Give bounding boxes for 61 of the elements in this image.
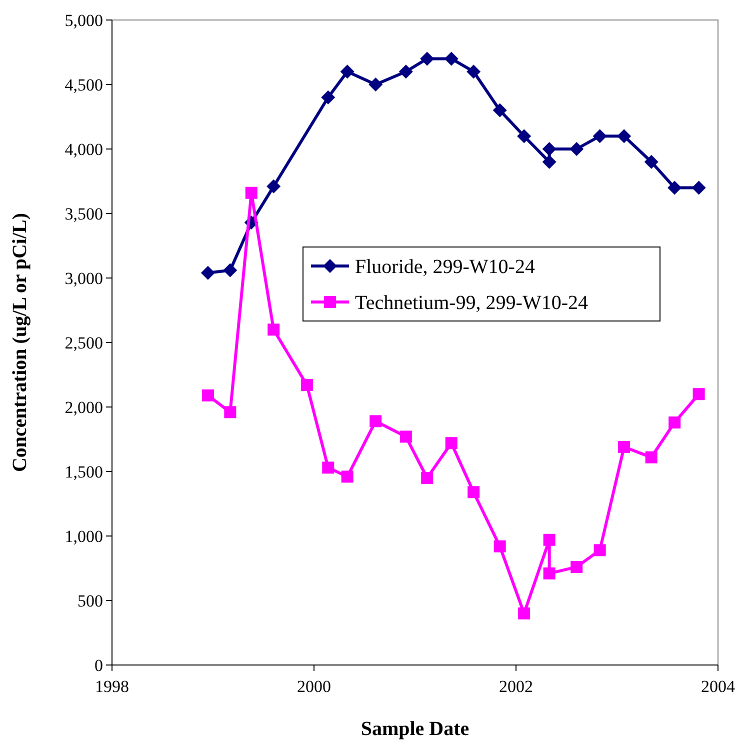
point bbox=[421, 472, 434, 484]
legend-label: Technetium-99, 299-W10-24 bbox=[355, 292, 588, 314]
point bbox=[543, 534, 556, 546]
point bbox=[692, 180, 706, 195]
point bbox=[645, 451, 658, 464]
y-tick-label: 2,500 bbox=[64, 333, 103, 352]
y-tick-label: 3,500 bbox=[64, 204, 103, 224]
point bbox=[300, 379, 313, 392]
point bbox=[692, 388, 705, 400]
y-tick-label: 4,000 bbox=[64, 140, 103, 159]
x-axis-title: Sample Date bbox=[360, 718, 470, 740]
point bbox=[492, 103, 507, 118]
point bbox=[245, 186, 258, 199]
point bbox=[340, 64, 354, 79]
point bbox=[398, 64, 413, 79]
point bbox=[322, 462, 334, 474]
y-tick-label: 1,500 bbox=[64, 462, 103, 482]
point bbox=[341, 470, 354, 483]
point bbox=[368, 78, 383, 92]
point bbox=[542, 154, 556, 169]
point bbox=[543, 567, 556, 580]
y-tick-label: 3,000 bbox=[64, 268, 103, 288]
x-tick-label: 1998 bbox=[95, 677, 129, 696]
point bbox=[420, 52, 434, 66]
y-tick-label: 0 bbox=[94, 656, 103, 675]
point bbox=[268, 324, 280, 336]
y-tick-label: 5,000 bbox=[64, 10, 103, 30]
point bbox=[570, 560, 583, 573]
point bbox=[570, 142, 584, 156]
x-tick-label: 2000 bbox=[297, 677, 331, 696]
point bbox=[224, 406, 236, 418]
y-tick-label: 1,000 bbox=[64, 526, 103, 546]
point bbox=[618, 440, 630, 453]
point bbox=[494, 540, 506, 552]
point bbox=[592, 129, 607, 144]
y-tick-label: 2,000 bbox=[64, 398, 103, 417]
x-tick-label: 2002 bbox=[499, 677, 533, 696]
point bbox=[518, 607, 530, 620]
y-axis-title: Concentration (ug/L or pCi/L) bbox=[9, 212, 31, 472]
point bbox=[466, 64, 481, 79]
point bbox=[202, 389, 214, 402]
point bbox=[594, 544, 606, 556]
point bbox=[370, 415, 382, 428]
point bbox=[400, 430, 412, 443]
point bbox=[542, 142, 556, 156]
point bbox=[468, 486, 480, 498]
point bbox=[445, 437, 458, 450]
x-tick-label: 2004 bbox=[701, 677, 736, 696]
point bbox=[223, 263, 238, 278]
point bbox=[517, 129, 532, 144]
point bbox=[200, 266, 215, 280]
point bbox=[617, 129, 632, 144]
y-tick-label: 500 bbox=[78, 591, 103, 610]
point bbox=[668, 180, 682, 195]
point bbox=[668, 416, 681, 428]
point bbox=[444, 52, 458, 66]
point bbox=[644, 154, 658, 169]
point bbox=[266, 179, 281, 194]
point bbox=[321, 90, 336, 104]
y-tick-label: 4,500 bbox=[64, 75, 103, 94]
legend-label: Fluoride, 299-W10-24 bbox=[355, 256, 535, 278]
